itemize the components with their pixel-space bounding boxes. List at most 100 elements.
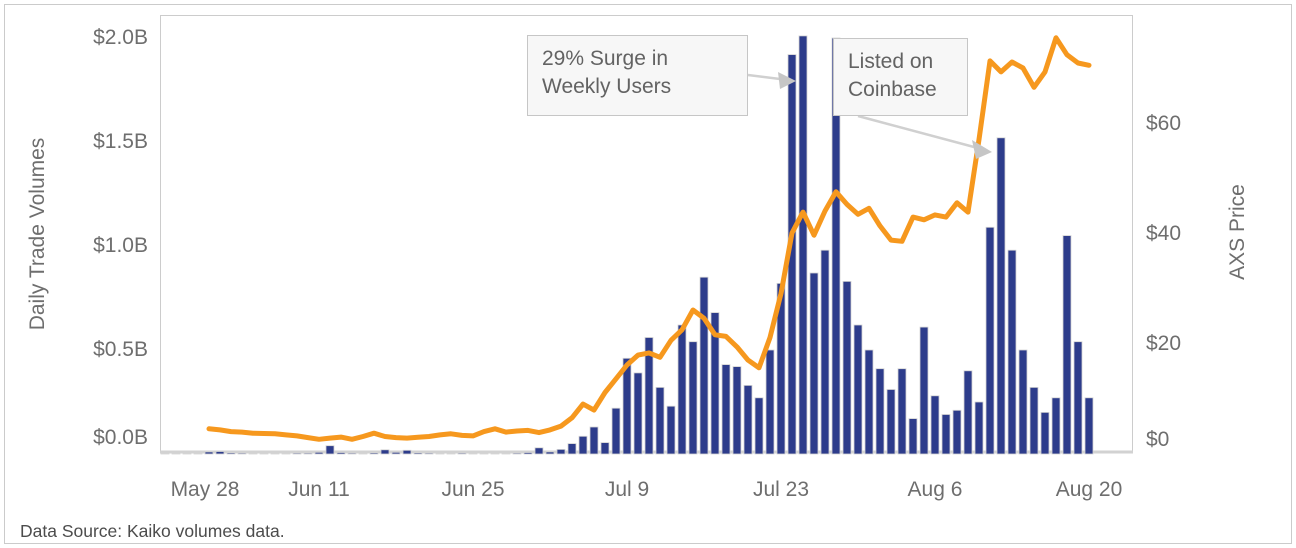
volume-bar [424,452,434,455]
volume-bar [512,452,522,455]
volume-bar [457,452,467,455]
volume-bar [798,35,808,455]
right-axis-tick: $40 [1146,222,1181,245]
volume-bar [864,349,874,455]
volume-bar [930,395,940,455]
volume-bar [292,452,302,455]
left-axis-tick: $0.5B [93,338,148,361]
volume-bar [622,357,632,455]
volume-bar [248,452,258,455]
volume-bar [237,452,247,455]
volume-bar [820,249,830,455]
volume-bar [380,449,390,455]
volume-bar [358,452,368,455]
volume-bar [1073,341,1083,455]
volume-bar [688,341,698,455]
volume-bar [941,414,951,455]
volume-bar [908,418,918,455]
left-axis-tick-labels: $0.0B $0.5B $1.0B $1.5B $2.0B [93,26,148,449]
right-axis-tick: $60 [1146,112,1181,135]
volume-bar [501,452,511,455]
volume-bars-series [160,35,1094,455]
x-axis-tick-labels: May 28 Jun 11 Jun 25 Jul 9 Jul 23 Aug 6 Aug 20 [171,478,1123,501]
x-axis-tick: Jul 23 [753,478,809,501]
volume-bar [1084,397,1094,455]
x-axis-tick: Aug 6 [908,478,963,501]
left-axis-title: Daily Trade Volumes [26,138,49,331]
volume-bar [347,452,357,455]
volume-bar [391,451,401,455]
volume-bar [369,452,379,455]
volume-bar [215,451,225,455]
volume-bar [611,407,621,455]
volume-bar [699,276,709,455]
left-axis-tick: $2.0B [93,26,148,49]
volume-bar [1062,235,1072,455]
volume-bar [655,386,665,455]
right-axis-tick: $0 [1146,428,1169,451]
coinbase-annotation-arrow [857,114,992,159]
volume-bar [1007,249,1017,455]
x-axis-tick: Jun 11 [288,478,350,501]
volume-bar [952,409,962,455]
volume-bar [897,368,907,455]
volume-bar [171,452,181,455]
volume-bar [160,452,170,455]
left-axis-tick: $1.5B [93,130,148,153]
volume-bar [534,447,544,455]
volume-bar [842,280,852,455]
volume-bar [435,452,445,455]
volume-bar [743,384,753,455]
volume-bar [963,370,973,455]
volume-bar [402,449,412,455]
volume-bar [556,448,566,455]
right-axis-title: AXS Price [1226,184,1249,280]
volume-bar [644,337,654,455]
x-axis-tick: Aug 20 [1056,478,1123,501]
volume-bar [468,452,478,455]
data-source-note: Data Source: Kaiko volumes data. [20,521,285,541]
volume-bar [479,452,489,455]
volume-bar [270,452,280,455]
volume-bar [853,324,863,455]
volume-bar [259,452,269,455]
volume-bar [281,452,291,455]
volume-bar [314,451,324,455]
volume-bar [490,452,500,455]
volume-bar [765,349,775,455]
volume-bar [875,368,885,455]
volume-bar [336,452,346,455]
surge-annotation-arrow [747,72,796,89]
volume-bar [886,389,896,455]
volume-bar [985,226,995,455]
volume-bar [589,426,599,455]
volume-bar [325,445,335,455]
volume-bar [523,452,533,455]
left-axis-tick: $1.0B [93,234,148,257]
volume-bar [732,366,742,455]
volume-bar [754,397,764,455]
volume-bar [193,452,203,455]
volume-bar [721,364,731,455]
volume-bar [666,405,676,455]
volume-bar [996,137,1006,455]
x-axis-tick: Jul 9 [605,478,649,501]
coinbase-annotation-box: Listed on Coinbase [833,38,968,116]
surge-annotation-box: 29% Surge in Weekly Users [527,35,748,116]
volume-bar [204,451,214,455]
volume-bar [710,312,720,455]
volume-bar [545,451,555,455]
volume-bar [1018,349,1028,455]
volume-bar [809,272,819,455]
volume-bar [578,435,588,455]
volume-bar [567,443,577,455]
volume-bar [600,442,610,455]
x-axis-tick: May 28 [171,478,240,501]
right-axis-tick-labels: $0 $20 $40 $60 [1146,112,1181,451]
volume-bar [1029,386,1039,455]
volume-bar [633,372,643,455]
volume-bar [974,401,984,455]
volume-bar [226,452,236,455]
